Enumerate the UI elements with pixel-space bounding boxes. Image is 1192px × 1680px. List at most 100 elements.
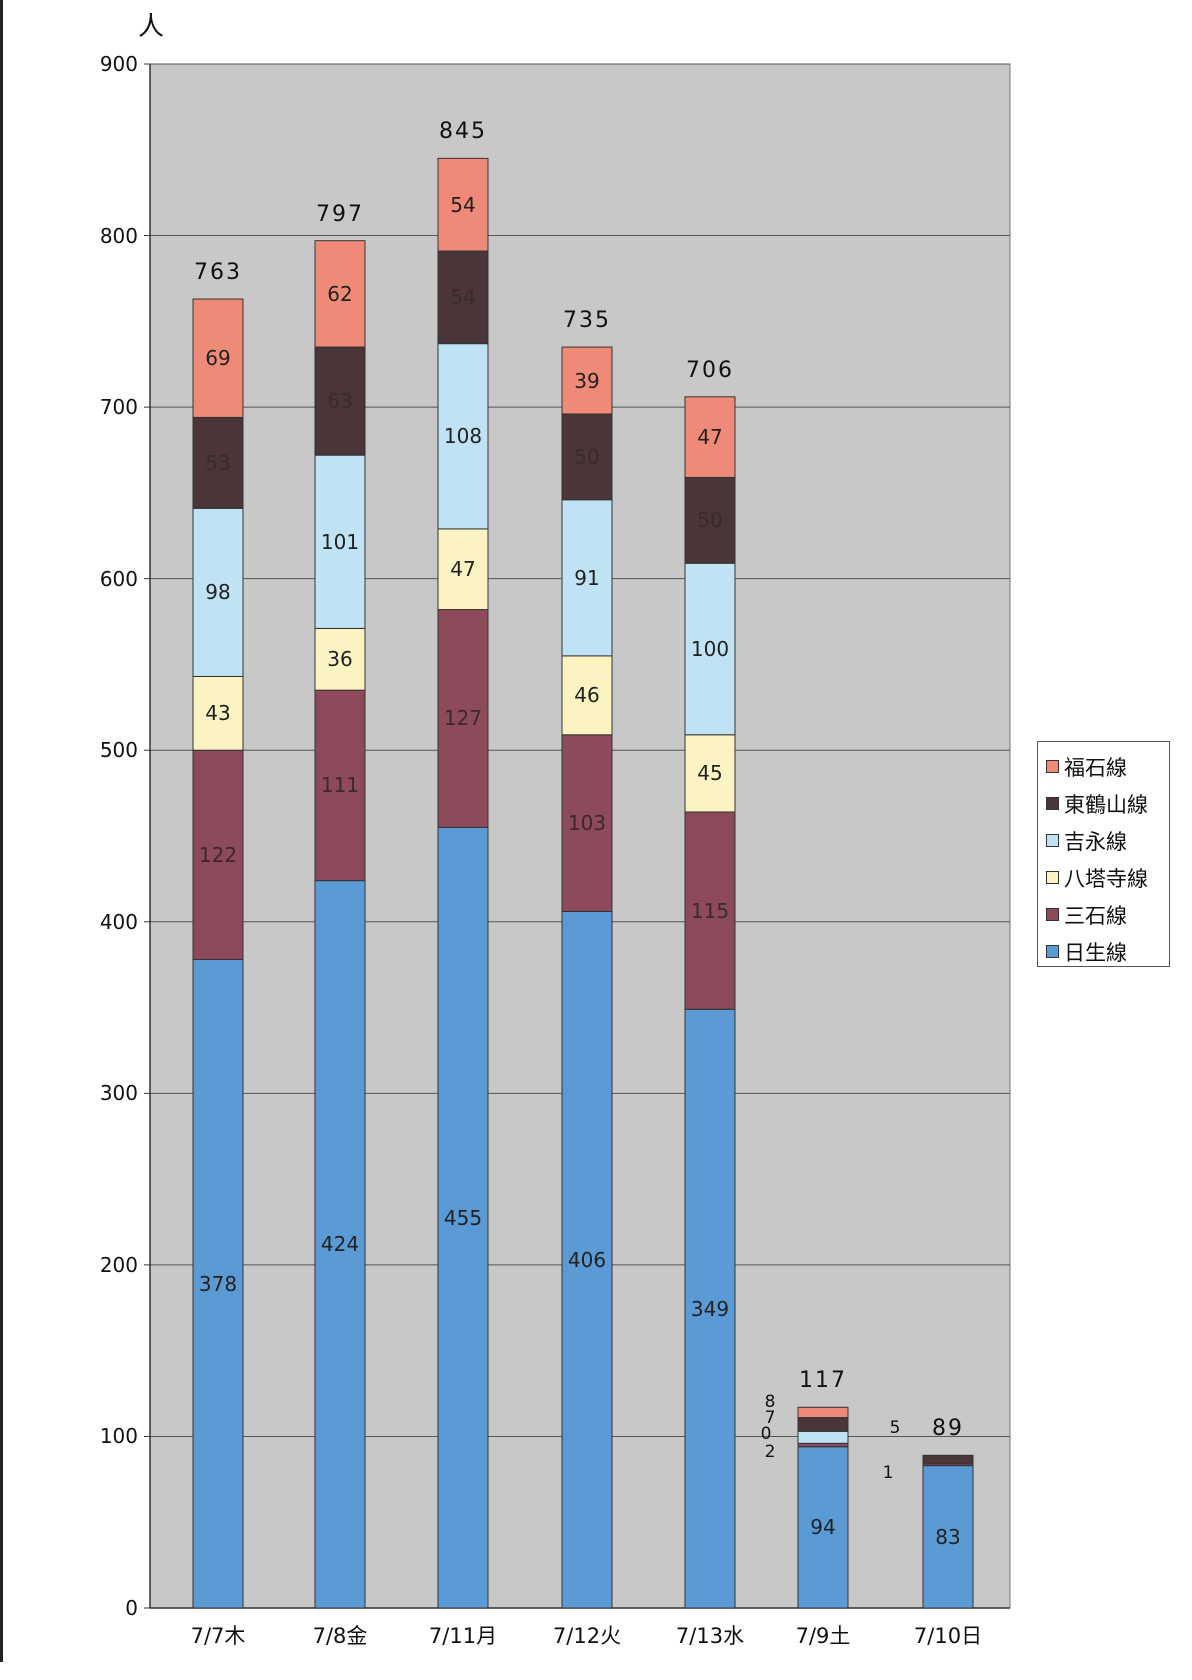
bar-value-label: 98: [205, 580, 231, 605]
bar-segment: [797, 1430, 849, 1444]
page-left-border: [0, 0, 3, 1662]
small-value-label: 5: [889, 1418, 901, 1438]
bar-total-label: 706: [686, 357, 734, 383]
bar-value-label: 94: [810, 1515, 836, 1540]
legend-label: 八塔寺線: [1064, 866, 1148, 891]
bar-total-label: 89: [932, 1416, 964, 1442]
bar-value-label: 349: [690, 1296, 730, 1321]
x-tick-label: 7/8金: [312, 1624, 368, 1648]
legend-label: 東鶴山線: [1064, 792, 1148, 817]
legend-label: 福石線: [1064, 755, 1127, 780]
bar-segment: [314, 346, 366, 456]
y-axis-unit-label: 人: [138, 12, 165, 42]
bar-value-label: 455: [443, 1205, 483, 1230]
legend-item: 東鶴山線: [1046, 785, 1169, 822]
bar-segment: [797, 1446, 849, 1609]
bar-value-label: 47: [450, 557, 476, 582]
legend-swatch: [1046, 760, 1059, 773]
bar-segment: [314, 454, 366, 629]
bar-value-label: 91: [574, 565, 600, 590]
bar-total-label: 735: [563, 308, 611, 334]
bar-value-label: 47: [697, 425, 723, 450]
small-value-label: 7: [764, 1408, 776, 1428]
small-value-label: 8: [764, 1392, 776, 1412]
legend-swatch: [1046, 945, 1059, 958]
bar-segment: [797, 1406, 849, 1419]
bar-segment: [437, 157, 489, 252]
bar-segment: [922, 1465, 974, 1609]
y-tick-label: 400: [99, 909, 138, 934]
legend-item: 吉永線: [1046, 822, 1169, 859]
y-tick-label: 100: [99, 1424, 138, 1449]
bar-segment: [437, 528, 489, 611]
x-tick-label: 7/9土: [795, 1624, 851, 1648]
bar-value-label: 50: [574, 444, 600, 469]
bar-total-label: 763: [194, 260, 242, 286]
bar-segment: [922, 1454, 974, 1465]
bar-segment: [561, 346, 613, 415]
chart-legend: 福石線東鶴山線吉永線八塔寺線三石線日生線: [1037, 741, 1170, 967]
bar-segment: [561, 910, 613, 1609]
bar-segment: [684, 476, 736, 564]
y-tick-label: 0: [125, 1596, 138, 1620]
bar-segment: [192, 959, 244, 1609]
bar-value-label: 406: [567, 1247, 607, 1272]
x-tick-label: 7/11月: [428, 1624, 498, 1648]
bar-value-label: 108: [443, 424, 483, 449]
bar-value-label: 63: [327, 389, 353, 414]
bar-segment: [314, 240, 366, 348]
bar-value-label: 424: [320, 1232, 360, 1257]
legend-swatch: [1046, 908, 1059, 921]
bar-segment: [192, 298, 244, 418]
x-tick-label: 7/7木: [190, 1624, 246, 1648]
bar-segment: [192, 675, 244, 751]
bar-value-label: 122: [198, 842, 238, 867]
bar-value-label: 101: [320, 529, 360, 554]
bar-value-label: 103: [567, 811, 607, 836]
legend-swatch: [1046, 871, 1059, 884]
legend-label: 三石線: [1064, 903, 1127, 928]
bar-total-label: 117: [799, 1368, 847, 1394]
legend-swatch: [1046, 797, 1059, 810]
bar-value-label: 50: [697, 508, 723, 533]
bar-segment: [797, 1417, 849, 1432]
bar-segment: [437, 343, 489, 530]
legend-swatch: [1046, 834, 1059, 847]
bar-value-label: 69: [205, 346, 231, 371]
bar-value-label: 54: [450, 192, 476, 217]
bar-value-label: 115: [690, 898, 730, 923]
bar-value-label: 46: [574, 683, 600, 708]
bar-value-label: 54: [450, 285, 476, 310]
bar-value-label: 100: [690, 637, 730, 661]
bar-segment: [561, 734, 613, 912]
bar-value-label: 127: [443, 706, 483, 731]
bar-segment: [684, 1008, 736, 1609]
legend-item: 三石線: [1046, 896, 1169, 933]
x-tick-label: 7/12火: [552, 1624, 622, 1648]
bar-segment: [684, 396, 736, 478]
bar-total-label: 797: [316, 201, 364, 227]
bar-segment: [561, 413, 613, 501]
y-tick-label: 700: [99, 395, 138, 420]
bar-total-label: 845: [439, 119, 487, 145]
bar-segment: [314, 627, 366, 691]
y-tick-label: 600: [99, 566, 138, 591]
bar-value-label: 53: [205, 450, 231, 475]
x-tick-label: 7/13水: [675, 1624, 745, 1648]
bar-segment: [192, 507, 244, 677]
small-value-label: 0: [760, 1424, 772, 1444]
y-tick-label: 300: [99, 1081, 138, 1106]
bar-segment: [192, 416, 244, 509]
bar-value-label: 378: [198, 1271, 238, 1296]
bar-segment: [437, 250, 489, 345]
legend-label: 日生線: [1064, 940, 1127, 965]
legend-item: 八塔寺線: [1046, 859, 1169, 896]
bar-segment: [797, 1442, 849, 1448]
bar-segment: [314, 880, 366, 1609]
x-tick-label: 7/10日: [913, 1624, 983, 1648]
y-tick-label: 500: [99, 738, 138, 763]
bar-value-label: 62: [327, 281, 353, 306]
bar-value-label: 83: [935, 1524, 961, 1549]
legend-item: 福石線: [1046, 748, 1169, 785]
